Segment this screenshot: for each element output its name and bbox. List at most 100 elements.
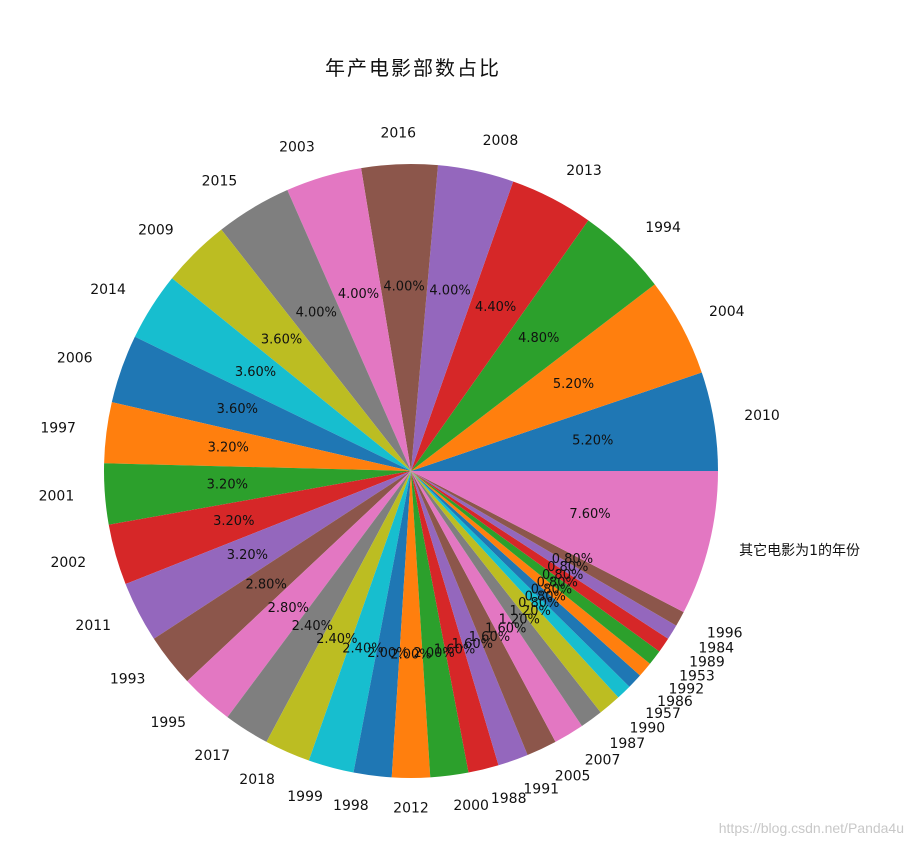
pie-slice-2010 <box>411 372 718 471</box>
pie-slice-2014 <box>134 278 412 471</box>
slice-label-2006: 2006 <box>57 351 93 367</box>
pie-slice-2018 <box>266 471 411 761</box>
pct-label-2004: 5.20% <box>553 377 594 392</box>
slice-label-2013: 2013 <box>566 163 602 179</box>
slice-label-2014: 2014 <box>90 282 126 298</box>
slice-label-2003: 2003 <box>279 139 315 155</box>
pct-label-2011: 3.20% <box>227 548 268 563</box>
slice-label-2005: 2005 <box>555 769 591 785</box>
pie-slice-2008 <box>411 165 514 471</box>
pct-label-1990: 1.20% <box>510 604 551 619</box>
pie-slice-1990 <box>411 471 619 713</box>
pie-slice-1989 <box>411 471 669 652</box>
pie-slice-1995 <box>187 471 411 718</box>
slice-label-2001: 2001 <box>39 488 75 504</box>
slice-label-2009: 2009 <box>138 223 174 239</box>
pct-label-1992: 0.80% <box>531 583 572 598</box>
slice-label-1994: 1994 <box>645 220 681 236</box>
pie-slice-1987 <box>411 471 601 726</box>
pie-slice-1984 <box>411 471 677 639</box>
slice-label-1992: 1992 <box>668 682 704 698</box>
pie-slice-1998 <box>353 471 411 778</box>
slice-label-1999: 1999 <box>287 789 323 805</box>
pct-label-2001: 3.20% <box>207 477 248 492</box>
slice-label-2008: 2008 <box>483 133 519 149</box>
slice-label-1991: 1991 <box>523 781 559 797</box>
pie-slice-2011 <box>125 471 411 639</box>
pct-label-1999: 2.40% <box>342 641 383 656</box>
pct-label-1993: 2.80% <box>246 577 287 592</box>
pie-slice-2016 <box>361 163 438 471</box>
slice-label-1988: 1988 <box>491 791 527 807</box>
pct-label-2018: 2.40% <box>316 632 357 647</box>
slice-label-1995: 1995 <box>150 715 186 731</box>
slice-label-2016: 2016 <box>380 126 416 142</box>
pct-label-其它电影为1的年份: 7.60% <box>569 507 610 522</box>
pie-slice-2000 <box>411 471 469 778</box>
pie-slice-1994 <box>411 220 655 471</box>
pie-slice-1957 <box>411 471 630 698</box>
slice-label-2007: 2007 <box>585 753 621 769</box>
pie-slice-1996 <box>411 471 684 626</box>
slice-label-1986: 1986 <box>657 694 693 710</box>
slice-label-1990: 1990 <box>630 720 666 736</box>
pie-slice-2004 <box>411 284 702 471</box>
pct-label-1995: 2.80% <box>268 601 309 616</box>
pie-slice-其它电影为1的年份 <box>411 471 718 613</box>
pct-label-2005: 1.60% <box>469 630 510 645</box>
pie-slice-2009 <box>172 229 411 471</box>
pct-label-2014: 3.60% <box>235 365 276 380</box>
slice-label-其它电影为1的年份: 其它电影为1的年份 <box>739 542 860 559</box>
slice-label-1998: 1998 <box>333 798 369 814</box>
pct-label-1988: 1.60% <box>434 642 475 657</box>
pct-label-1998: 2.00% <box>367 646 408 661</box>
slice-label-2017: 2017 <box>194 748 230 764</box>
pie-slice-2007 <box>411 471 582 742</box>
pct-label-2013: 4.40% <box>475 300 516 315</box>
pie-slice-2015 <box>221 190 411 471</box>
pct-label-2000: 2.00% <box>413 646 454 661</box>
pct-label-1996: 0.80% <box>552 552 593 567</box>
pie-slice-1986 <box>411 471 641 687</box>
pie-slice-2002 <box>108 471 412 585</box>
slice-label-2015: 2015 <box>202 173 238 189</box>
slice-label-1993: 1993 <box>110 672 146 688</box>
slice-label-1957: 1957 <box>645 706 681 722</box>
slice-label-1987: 1987 <box>609 736 645 752</box>
pct-label-1957: 0.80% <box>518 596 559 611</box>
slice-label-1953: 1953 <box>679 668 715 684</box>
pie-slice-1991 <box>411 471 528 766</box>
pct-label-2009: 3.60% <box>261 332 302 347</box>
pie-slice-2001 <box>104 463 411 525</box>
watermark: https://blog.csdn.net/Panda4u <box>718 820 904 836</box>
pct-label-1984: 0.80% <box>547 560 588 575</box>
pct-label-2008: 4.00% <box>429 283 470 298</box>
pct-label-2015: 4.00% <box>296 306 337 321</box>
pct-label-2003: 4.00% <box>338 287 379 302</box>
pie-wedges <box>104 163 718 778</box>
pie-slice-1997 <box>104 402 411 471</box>
pie-slice-1992 <box>411 471 650 676</box>
pie-slice-2012 <box>391 471 431 778</box>
pie-slice-2003 <box>287 168 411 472</box>
chart-title: 年产电影部数占比 <box>325 56 501 80</box>
pct-label-2012: 2.00% <box>390 648 431 663</box>
pct-label-2007: 1.60% <box>485 621 526 636</box>
slice-label-2004: 2004 <box>709 304 745 320</box>
slice-label-1996: 1996 <box>707 626 743 642</box>
year-labels: 2010 2004 1994 2013 2008 2016 2003 2015 2009 2014… <box>39 126 860 817</box>
pct-label-1997: 3.20% <box>208 440 249 455</box>
slice-label-2018: 2018 <box>239 772 275 788</box>
pie-slice-2005 <box>411 471 556 755</box>
pie-slice-1993 <box>153 471 411 682</box>
slice-label-1989: 1989 <box>689 655 725 671</box>
pct-label-1987: 1.20% <box>499 613 540 628</box>
slice-label-1997: 1997 <box>40 421 76 437</box>
pct-label-1991: 1.60% <box>452 637 493 652</box>
pct-label-1986: 0.80% <box>525 590 566 605</box>
pct-label-2017: 2.40% <box>292 619 333 634</box>
pct-label-2006: 3.60% <box>217 402 258 417</box>
pie-slice-2017 <box>227 471 411 742</box>
slice-label-2002: 2002 <box>50 555 86 571</box>
